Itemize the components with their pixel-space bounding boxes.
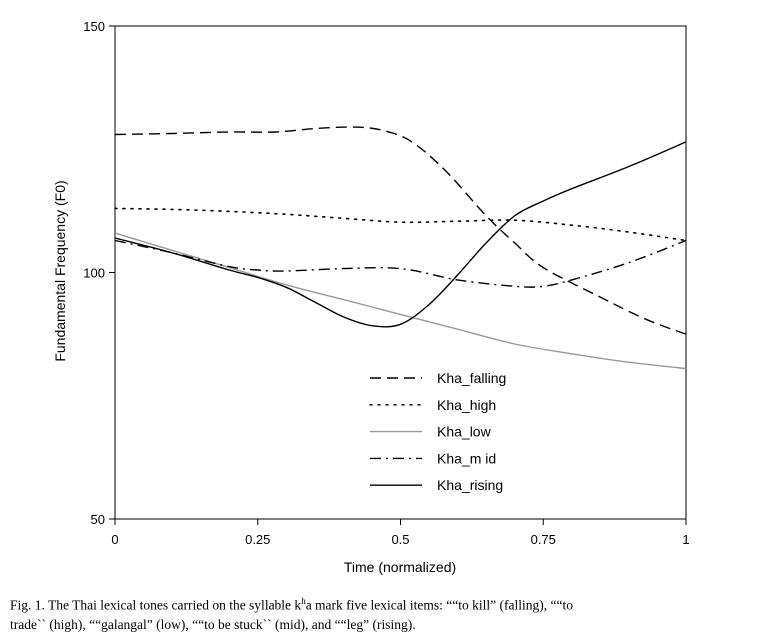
legend-label-kha-mid: Kha_m id bbox=[437, 450, 496, 466]
x-tick-label: 0 bbox=[111, 532, 118, 547]
y-tick-label: 100 bbox=[83, 266, 105, 281]
y-tick-label: 150 bbox=[83, 19, 105, 34]
caption-line1-pre: Fig. 1. The Thai lexical tones carried o… bbox=[10, 597, 302, 613]
x-tick-label: 0.5 bbox=[391, 532, 409, 547]
series-line-kha-low bbox=[114, 232, 687, 370]
legend: Kha_falling Kha_high Kha_low Kha_m id Kha_ri… bbox=[369, 370, 506, 493]
legend-label-kha-rising: Kha_rising bbox=[437, 477, 503, 493]
series-line-kha-mid bbox=[114, 239, 687, 288]
series-line-kha-high bbox=[114, 207, 687, 242]
series-line-kha-rising bbox=[114, 141, 687, 328]
x-tick-label: 0.25 bbox=[245, 532, 270, 547]
series-layer bbox=[114, 126, 687, 370]
y-tick-label: 50 bbox=[91, 512, 105, 527]
legend-label-kha-high: Kha_high bbox=[437, 397, 496, 413]
x-tick-label: 0.75 bbox=[531, 532, 556, 547]
caption-line1-sup: h bbox=[301, 596, 306, 606]
legend-label-kha-falling: Kha_falling bbox=[437, 370, 506, 386]
y-axis-label: Fundamental Frequency (F0) bbox=[52, 180, 68, 361]
caption-line1-post: a mark five lexical items: ““to kill” (f… bbox=[305, 597, 573, 613]
legend-label-kha-low: Kha_low bbox=[437, 424, 492, 440]
x-tick-label: 1 bbox=[682, 532, 689, 547]
caption-line2: trade`` (high), ““galangal” (low), ““to … bbox=[10, 616, 416, 632]
series-line-kha-falling bbox=[114, 126, 687, 335]
plot-frame bbox=[114, 25, 687, 520]
x-axis-label: Time (normalized) bbox=[344, 559, 456, 575]
figure-caption: Fig. 1. The Thai lexical tones carried o… bbox=[10, 592, 762, 634]
